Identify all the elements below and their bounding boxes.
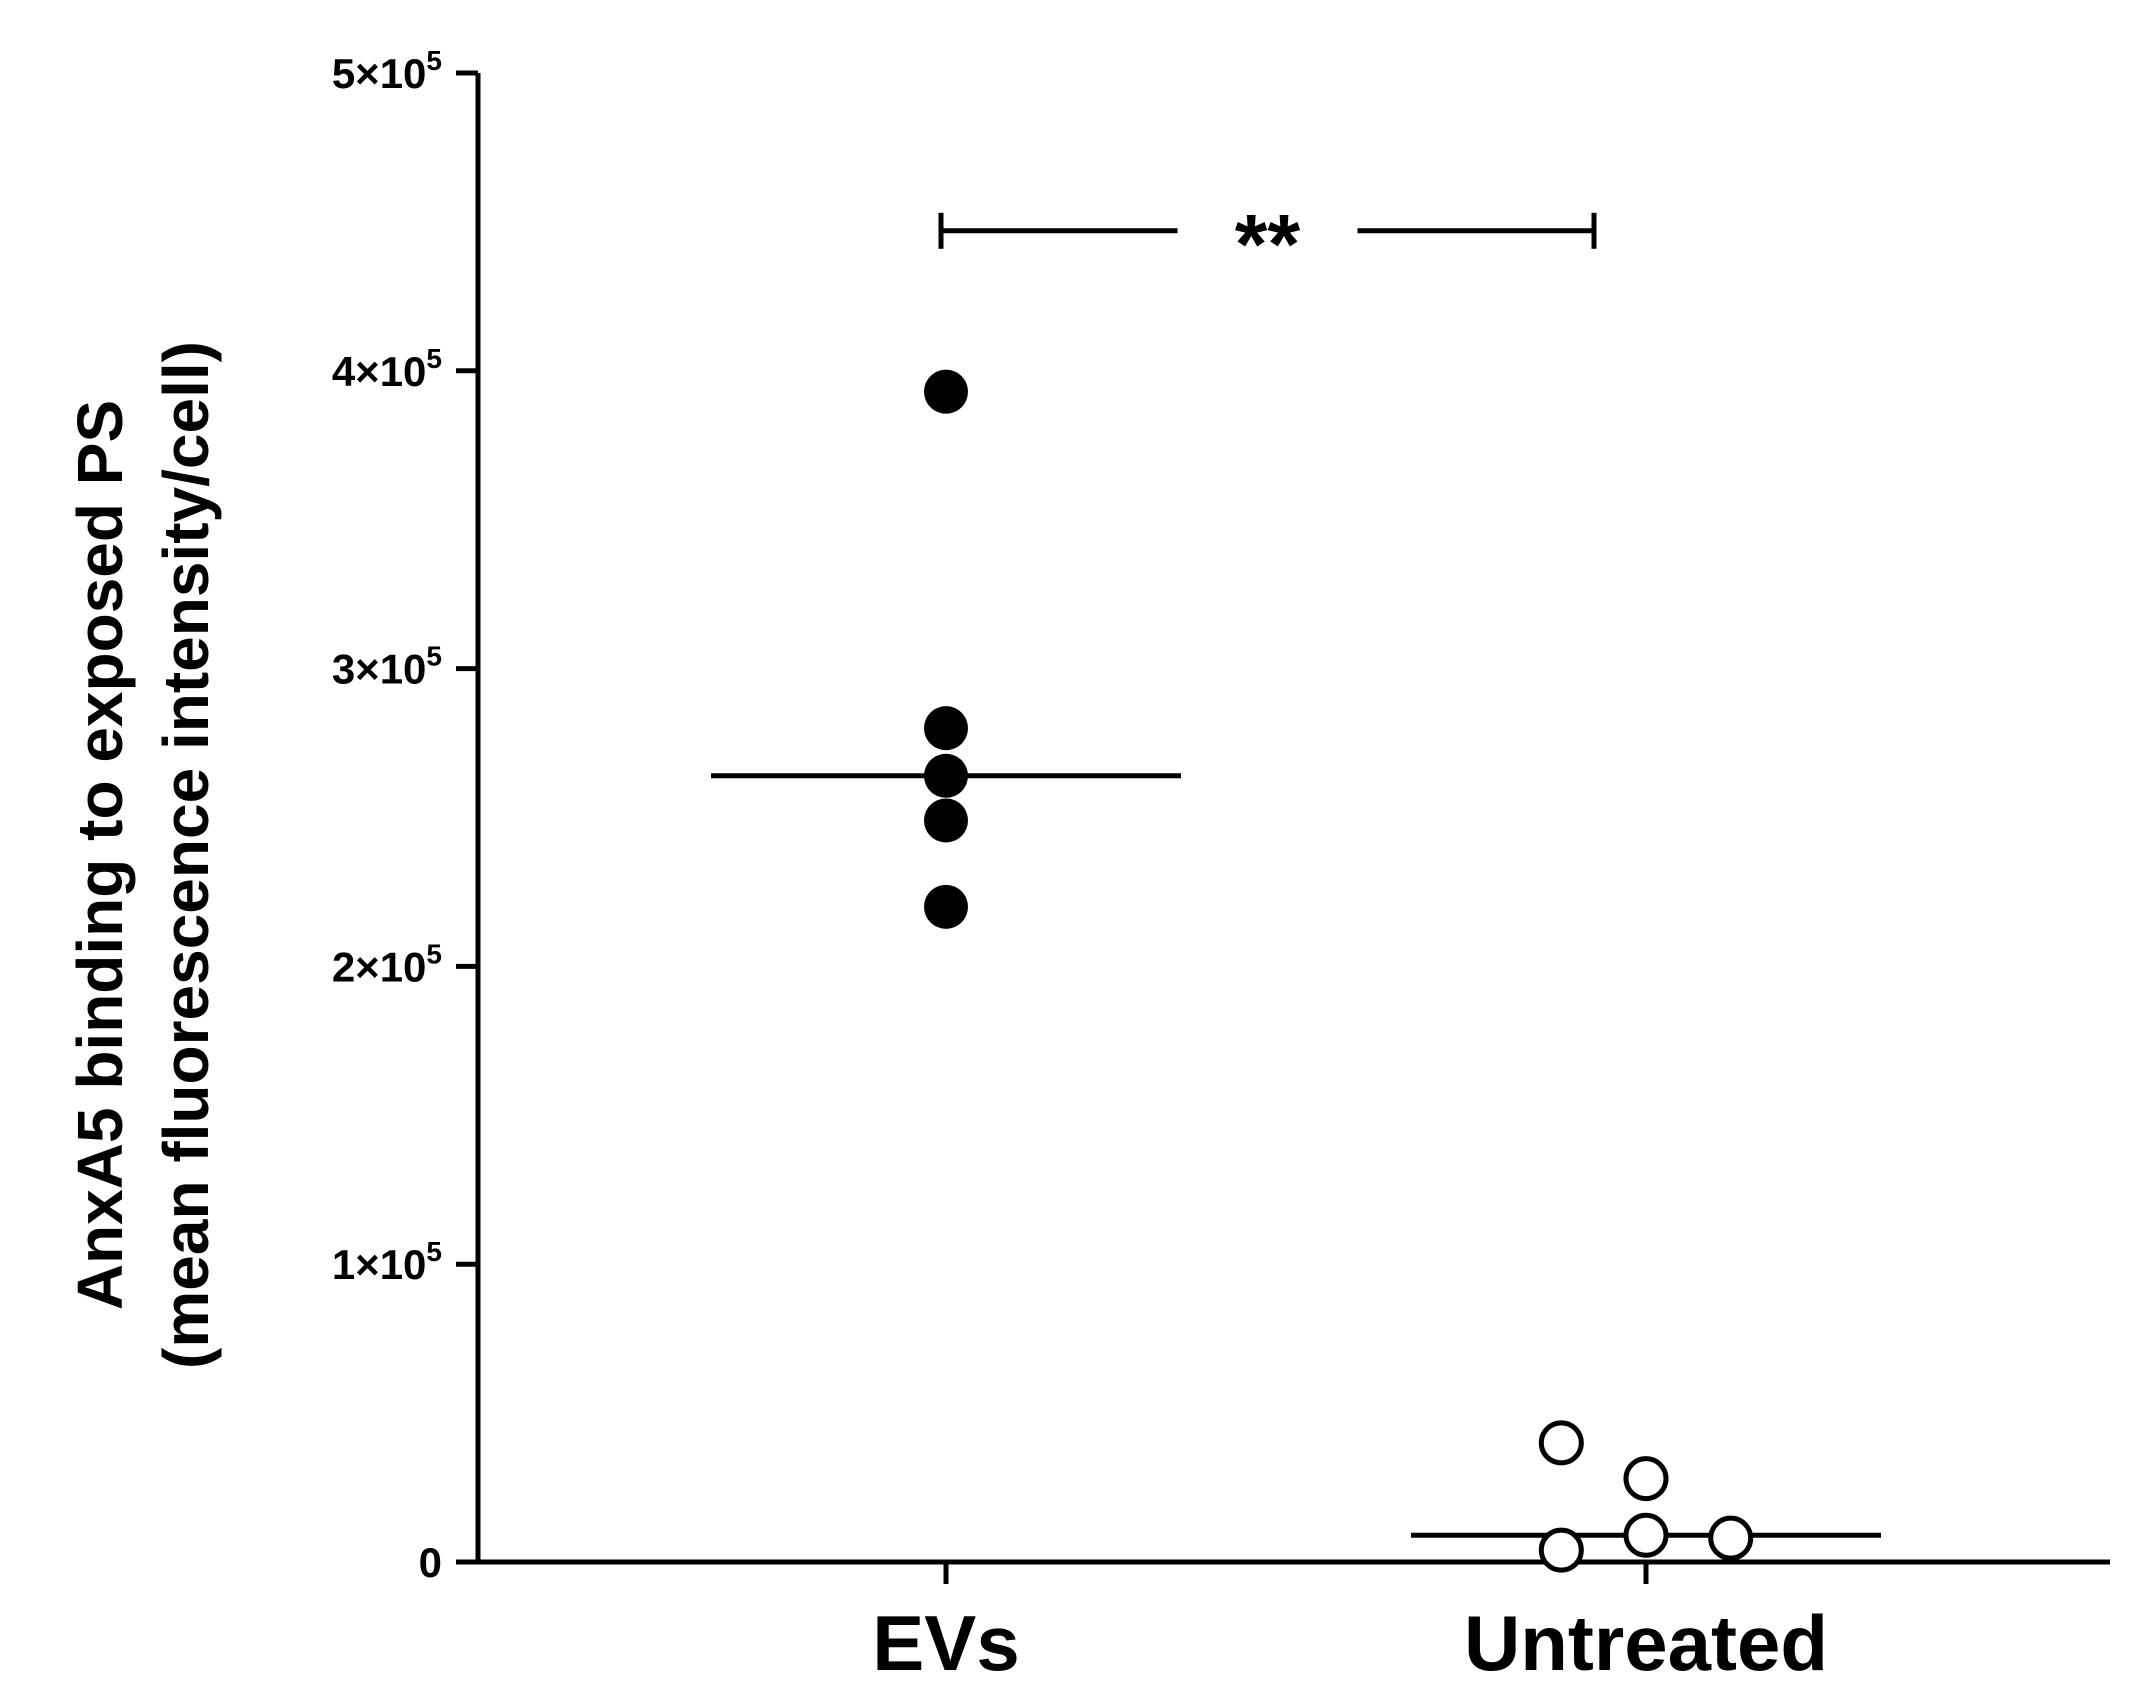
y-tick-exponent: 5 [426, 1236, 442, 1267]
data-point [1623, 1512, 1669, 1558]
y-tick-exponent: 5 [426, 45, 442, 76]
data-marks [711, 369, 1881, 1573]
significance-bracket: ** [938, 197, 1597, 291]
x-tick-label: Untreated [1464, 1599, 1828, 1687]
data-point [1708, 1515, 1754, 1561]
data-point [924, 369, 968, 414]
y-tick-label: 5×105 [332, 45, 442, 97]
data-point [1623, 1456, 1669, 1502]
y-tick-exponent: 5 [426, 938, 442, 969]
x-axis: EVs Untreated [478, 1559, 2110, 1687]
y-axis: 0 1×105 2×105 3×105 4×105 5×105 [332, 45, 481, 1586]
y-tick-label: 2×105 [332, 938, 442, 990]
y-tick-label: 1×105 [332, 1236, 442, 1288]
significance-label: ** [1235, 197, 1301, 291]
data-point [1538, 1420, 1584, 1466]
y-tick-label: 4×105 [332, 343, 442, 395]
y-axis-label-line1: AnxA5 binding to exposed PS [64, 400, 136, 1310]
y-axis-label-line2: (mean fluorescence intensity/cell) [150, 341, 222, 1369]
y-tick-exponent: 5 [426, 343, 442, 374]
data-point [924, 706, 968, 751]
data-point [924, 798, 968, 843]
data-point [924, 753, 968, 798]
data-point [924, 884, 968, 929]
y-tick-label: 3×105 [332, 641, 442, 693]
y-tick-exponent: 5 [426, 641, 442, 672]
x-tick-label: EVs [872, 1599, 1019, 1687]
data-point [1538, 1527, 1584, 1573]
y-tick-label: 0 [419, 1539, 442, 1586]
